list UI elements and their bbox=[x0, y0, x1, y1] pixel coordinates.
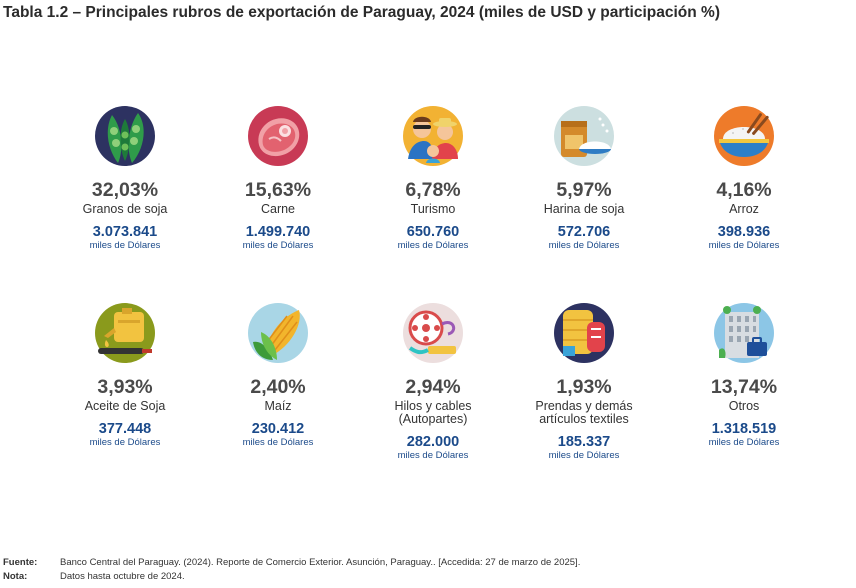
flour-icon bbox=[554, 106, 614, 166]
item-label: Granos de soja bbox=[82, 202, 168, 216]
meat-icon bbox=[248, 106, 308, 166]
note-text: Datos hasta octubre de 2024. bbox=[60, 571, 185, 582]
export-item-otros: 13,74% Otros 1.318.519 miles de Dólares bbox=[669, 302, 819, 448]
cable-reel-icon bbox=[403, 303, 463, 363]
item-label: Maíz bbox=[264, 399, 292, 413]
item-label: Arroz bbox=[729, 202, 759, 216]
export-value: 3.073.841 bbox=[92, 224, 158, 240]
export-item-harina: 5,97% Harina de soja 572.706 miles de Dó… bbox=[509, 105, 659, 251]
export-value: 1.499.740 bbox=[245, 224, 311, 240]
value-unit: miles de Dólares bbox=[89, 240, 161, 251]
note-key: Nota: bbox=[3, 571, 28, 582]
share-percent: 32,03% bbox=[91, 179, 159, 201]
export-item-maiz: 2,40% Maíz 230.412 miles de Dólares bbox=[203, 302, 353, 448]
export-value: 377.448 bbox=[98, 421, 152, 437]
source-line: Fuente: Banco Central del Paraguay. (2024… bbox=[3, 557, 580, 568]
value-unit: miles de Dólares bbox=[242, 240, 314, 251]
item-label-line2: artículos textiles bbox=[539, 412, 629, 426]
building-icon bbox=[714, 303, 774, 363]
value-unit: miles de Dólares bbox=[89, 437, 161, 448]
source-key: Fuente: bbox=[3, 557, 38, 568]
value-unit: miles de Dólares bbox=[548, 450, 620, 461]
export-item-carne: 15,63% Carne 1.499.740 miles de Dólares bbox=[203, 105, 353, 251]
item-label: Turismo bbox=[410, 202, 456, 216]
export-item-aceite: 3,93% Aceite de Soja 377.448 miles de Dó… bbox=[50, 302, 200, 448]
tourists-icon bbox=[403, 106, 463, 166]
soybean-icon bbox=[95, 106, 155, 166]
share-percent: 6,78% bbox=[405, 179, 461, 201]
value-unit: miles de Dólares bbox=[708, 240, 780, 251]
export-item-soja: 32,03% Granos de soja 3.073.841 miles de… bbox=[50, 105, 200, 251]
rice-bowl-icon bbox=[714, 106, 774, 166]
oil-can-icon bbox=[95, 303, 155, 363]
share-percent: 3,93% bbox=[97, 376, 153, 398]
table-title: Tabla 1.2 – Principales rubros de export… bbox=[3, 4, 720, 21]
export-item-arroz: 4,16% Arroz 398.936 miles de Dólares bbox=[669, 105, 819, 251]
note-line: Nota: Datos hasta octubre de 2024. bbox=[3, 571, 185, 582]
source-text: Banco Central del Paraguay. (2024). Repo… bbox=[60, 557, 581, 568]
value-unit: miles de Dólares bbox=[397, 240, 469, 251]
export-item-hilos: 2,94% Hilos y cables (Autopartes) 282.00… bbox=[358, 302, 508, 461]
share-percent: 4,16% bbox=[716, 179, 772, 201]
export-value: 230.412 bbox=[251, 421, 305, 437]
export-value: 185.337 bbox=[557, 434, 611, 450]
export-value: 398.936 bbox=[717, 224, 771, 240]
export-value: 1.318.519 bbox=[711, 421, 777, 437]
item-label: Harina de soja bbox=[543, 202, 625, 216]
export-value: 282.000 bbox=[406, 434, 460, 450]
item-label-line2: (Autopartes) bbox=[398, 412, 468, 426]
value-unit: miles de Dólares bbox=[708, 437, 780, 448]
item-label: Hilos y cables bbox=[394, 399, 472, 413]
textiles-icon bbox=[554, 303, 614, 363]
export-item-prendas: 1,93% Prendas y demás artículos textiles… bbox=[509, 302, 659, 461]
value-unit: miles de Dólares bbox=[242, 437, 314, 448]
share-percent: 2,40% bbox=[250, 376, 306, 398]
export-item-turismo: 6,78% Turismo 650.760 miles de Dólares bbox=[358, 105, 508, 251]
export-value: 650.760 bbox=[406, 224, 460, 240]
share-percent: 1,93% bbox=[556, 376, 612, 398]
item-label: Carne bbox=[260, 202, 296, 216]
corn-icon bbox=[248, 303, 308, 363]
export-value: 572.706 bbox=[557, 224, 611, 240]
share-percent: 15,63% bbox=[244, 179, 312, 201]
item-label: Otros bbox=[728, 399, 760, 413]
share-percent: 13,74% bbox=[710, 376, 778, 398]
share-percent: 5,97% bbox=[556, 179, 612, 201]
item-label: Prendas y demás bbox=[535, 399, 633, 413]
item-label: Aceite de Soja bbox=[84, 399, 166, 413]
value-unit: miles de Dólares bbox=[397, 450, 469, 461]
share-percent: 2,94% bbox=[405, 376, 461, 398]
value-unit: miles de Dólares bbox=[548, 240, 620, 251]
